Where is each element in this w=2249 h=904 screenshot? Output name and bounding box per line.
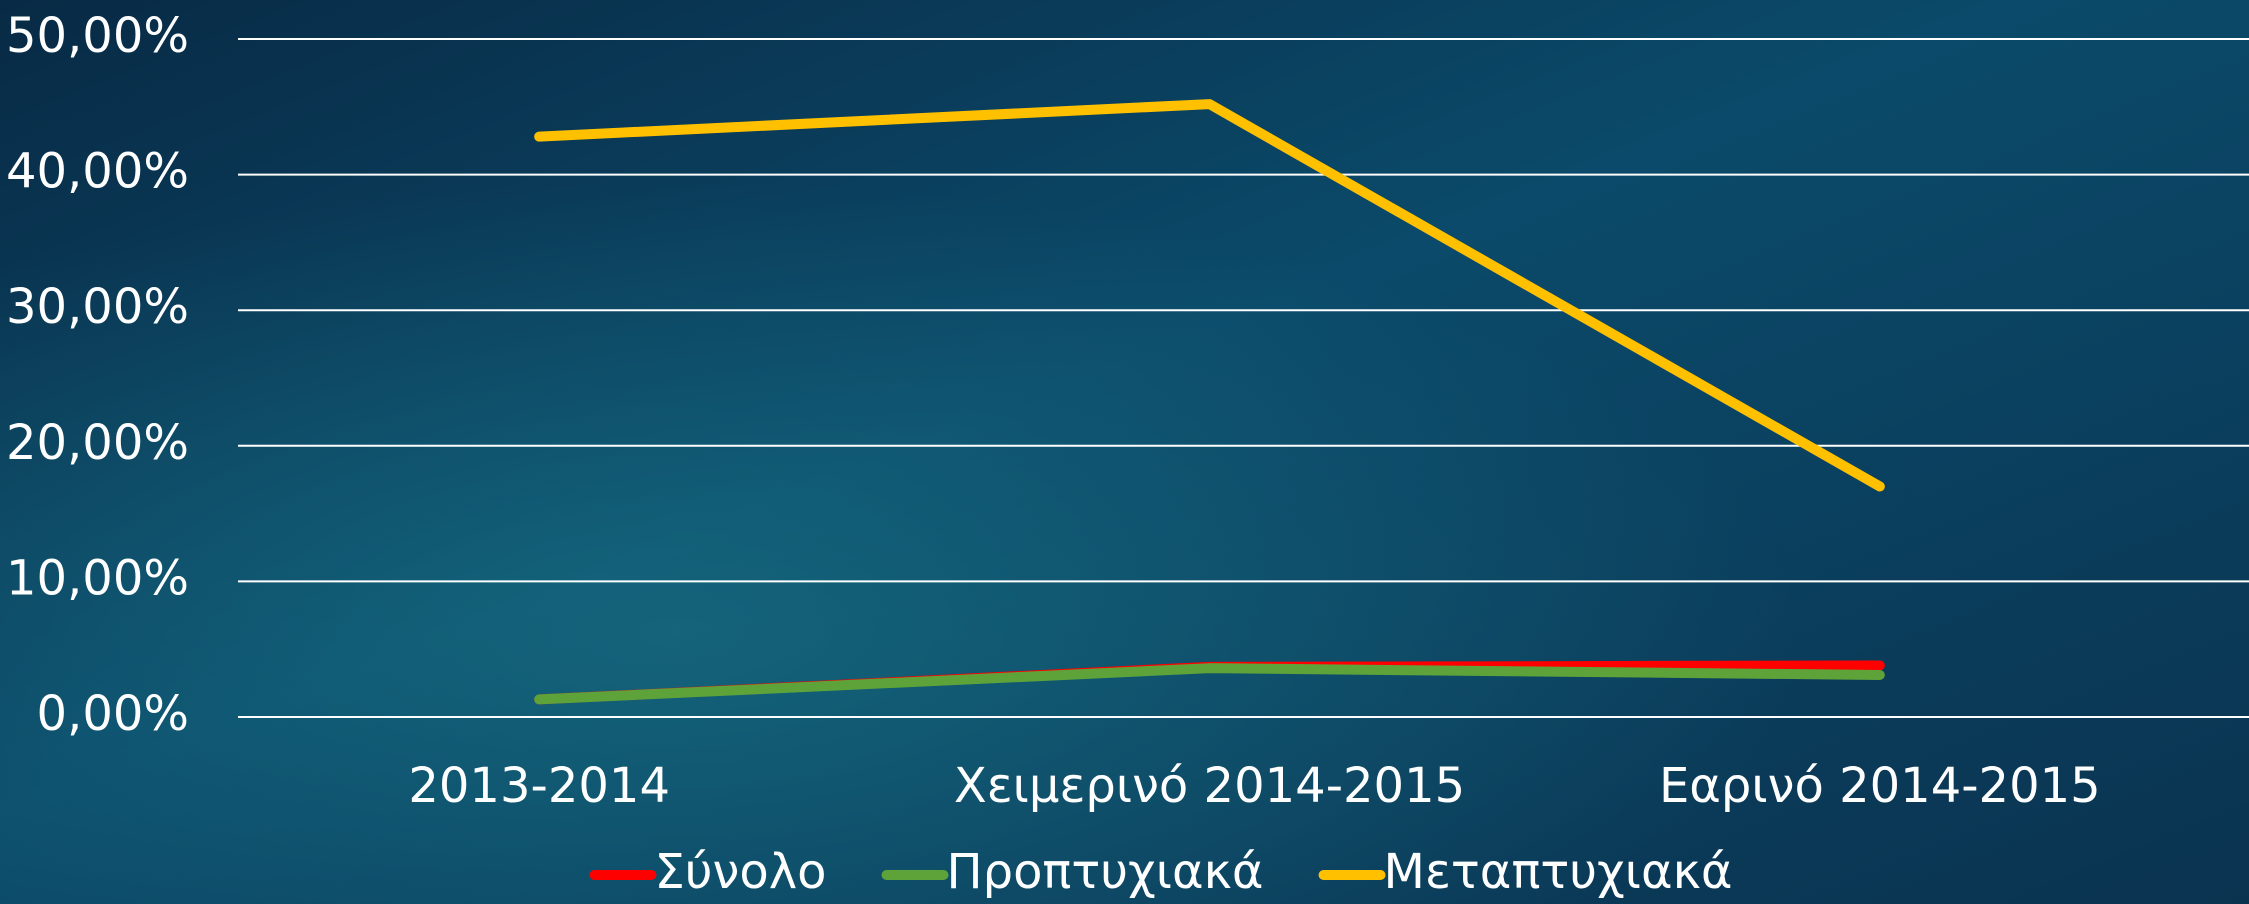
- y-tick-label: 20,00%: [6, 415, 189, 471]
- x-tick-label: 2013-2014: [408, 758, 670, 814]
- page: 0,00% 10,00% 20,00% 30,00% 40,00% 50,00% 2013-…: [0, 0, 2249, 904]
- y-tick-label: 30,00%: [6, 279, 189, 335]
- y-tick-label: 10,00%: [6, 550, 189, 606]
- y-tick-label: 40,00%: [6, 144, 189, 200]
- legend-label: Προπτυχιακά: [947, 844, 1264, 900]
- x-tick-label: Εαρινό 2014-2015: [1659, 758, 2101, 814]
- legend-label: Μεταπτυχιακά: [1384, 844, 1733, 900]
- x-tick-label: Χειμερινό 2014-2015: [954, 758, 1465, 814]
- y-tick-label: 50,00%: [6, 8, 189, 64]
- chart: 0,00% 10,00% 20,00% 30,00% 40,00% 50,00% 2013-…: [0, 0, 2249, 904]
- y-tick-label: 0,00%: [37, 686, 189, 742]
- legend-label: Σύνολο: [654, 844, 826, 900]
